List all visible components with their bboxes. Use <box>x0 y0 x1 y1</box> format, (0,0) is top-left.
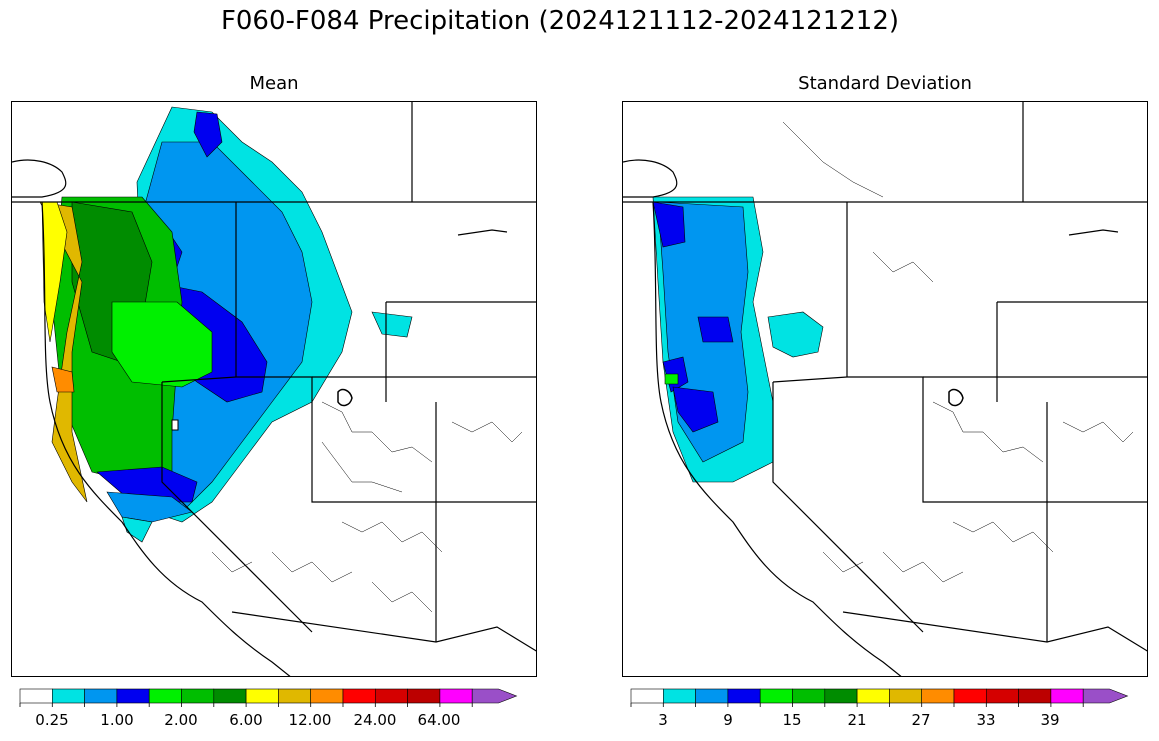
colorbar-swatch <box>792 688 826 704</box>
mean-map-panel <box>11 101 537 677</box>
stddev-colorbar-tick-label: 9 <box>723 711 733 729</box>
colorbar-swatch <box>695 688 729 704</box>
colorbar-swatch <box>19 688 53 704</box>
mean-basin-lines <box>211 401 523 613</box>
stddev-map <box>623 102 1147 676</box>
colorbar-swatch <box>213 688 247 704</box>
stddev-map-panel <box>622 101 1148 677</box>
mean-precip-fill <box>39 106 413 543</box>
colorbar-swatch <box>953 688 987 704</box>
mean-colorbar-tick-label: 64.00 <box>417 711 461 729</box>
mean-colorbar-tick-label: 2.00 <box>164 711 198 729</box>
colorbar-swatch <box>921 688 955 704</box>
colorbar-swatch <box>1018 688 1052 704</box>
colorbar-swatch <box>727 688 761 704</box>
colorbar-swatch <box>856 688 890 704</box>
great-salt-lake <box>337 388 353 407</box>
colorbar-swatch <box>1050 688 1084 704</box>
mean-colorbar-tick-label: 1.00 <box>100 711 134 729</box>
stddev-colorbar-tick-label: 3 <box>658 711 668 729</box>
great-salt-lake <box>948 388 964 407</box>
colorbar-swatch <box>985 688 1019 704</box>
mean-colorbar-tick-label: 6.00 <box>229 711 263 729</box>
stddev-colorbar-tick-label: 15 <box>782 711 802 729</box>
stddev-colorbar-tick-label: 39 <box>1040 711 1060 729</box>
stddev-colorbar-tick-label: 27 <box>911 711 931 729</box>
mean-colorbar-tick-label: 24.00 <box>353 711 397 729</box>
stddev-colorbar-tick-label: 21 <box>847 711 867 729</box>
colorbar-swatch <box>181 688 215 704</box>
stddev-basin-lines <box>782 121 1134 583</box>
colorbar-swatch <box>51 688 85 704</box>
mean-borders <box>12 102 536 676</box>
colorbar-swatch <box>630 688 664 704</box>
stddev-fill <box>652 196 824 483</box>
figure-title: F060-F084 Precipitation (2024121112-2024… <box>220 6 900 36</box>
stddev-colorbar-swatches <box>630 688 1129 707</box>
colorbar-swatch <box>1082 688 1129 704</box>
stddev-borders <box>623 102 1147 676</box>
stddev-panel-title: Standard Deviation <box>798 73 972 94</box>
colorbar-swatch <box>824 688 858 704</box>
colorbar-swatch <box>374 688 408 704</box>
mean-colorbar <box>19 688 530 707</box>
colorbar-swatch <box>278 688 311 704</box>
colorbar-swatch <box>439 688 473 704</box>
stddev-colorbar <box>630 688 1141 707</box>
colorbar-swatch <box>116 688 150 704</box>
colorbar-swatch <box>310 688 344 704</box>
mean-colorbar-tick-label: 0.25 <box>35 711 69 729</box>
mean-colorbar-tick-label: 12.00 <box>288 711 332 729</box>
colorbar-swatch <box>245 688 279 704</box>
mean-panel-title: Mean <box>249 73 299 94</box>
lake-tahoe <box>171 419 179 431</box>
colorbar-swatch <box>662 688 696 704</box>
colorbar-swatch <box>759 688 793 704</box>
colorbar-swatch <box>471 688 518 704</box>
mean-map <box>12 102 536 676</box>
colorbar-swatch <box>342 688 376 704</box>
colorbar-swatch <box>84 688 118 704</box>
colorbar-swatch <box>407 688 441 704</box>
stddev-colorbar-tick-label: 33 <box>976 711 996 729</box>
colorbar-swatch <box>889 688 922 704</box>
colorbar-swatch <box>148 688 182 704</box>
mean-colorbar-swatches <box>19 688 518 707</box>
